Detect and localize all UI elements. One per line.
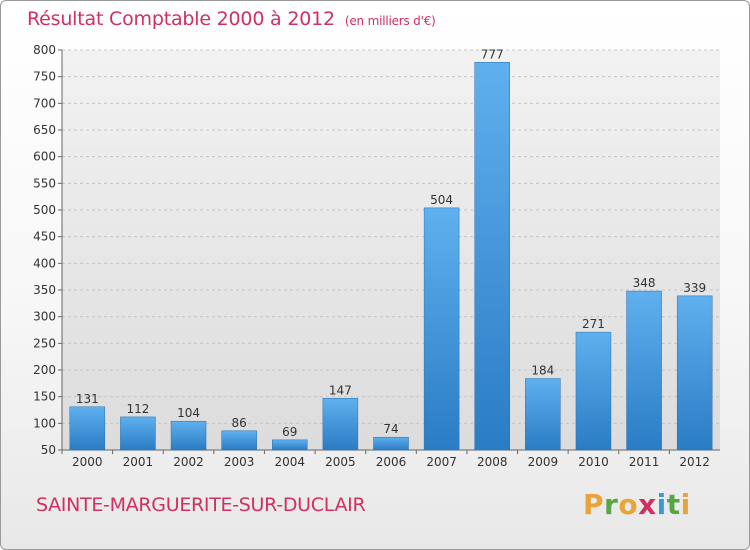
bar-value-label: 104 bbox=[177, 406, 200, 420]
bar-value-label: 69 bbox=[282, 425, 297, 439]
logo-letter: o bbox=[618, 488, 639, 521]
bar bbox=[474, 62, 510, 451]
y-tick-label: 750 bbox=[33, 70, 56, 84]
logo-letter: t bbox=[666, 488, 681, 521]
x-tick-label: 2004 bbox=[274, 455, 305, 469]
y-tick-label: 550 bbox=[33, 176, 56, 190]
chart-subtitle: (en milliers d'€) bbox=[344, 14, 436, 28]
x-tick-label: 2000 bbox=[72, 455, 103, 469]
y-tick-label: 400 bbox=[33, 256, 56, 270]
y-tick-label: 450 bbox=[33, 230, 56, 244]
bar-value-label: 86 bbox=[232, 416, 247, 430]
logo-letter: i bbox=[656, 488, 667, 521]
y-tick-label: 800 bbox=[33, 43, 56, 57]
bar bbox=[69, 406, 106, 451]
proxiti-logo: Proxiti bbox=[583, 488, 691, 521]
y-tick-label: 250 bbox=[33, 336, 56, 350]
place-name: SAINTE-MARGUERITE-SUR-DUCLAIR bbox=[36, 494, 366, 516]
bar bbox=[525, 378, 561, 451]
x-tick-label: 2006 bbox=[376, 455, 407, 469]
bar bbox=[272, 439, 308, 451]
x-tick-label: 2012 bbox=[679, 455, 710, 469]
bar-value-label: 184 bbox=[531, 364, 554, 378]
bar bbox=[170, 420, 207, 451]
bar-value-label: 74 bbox=[383, 422, 398, 436]
y-tick-label: 500 bbox=[33, 203, 56, 217]
x-tick-label: 2008 bbox=[477, 455, 508, 469]
y-tick-label: 350 bbox=[33, 283, 56, 297]
bar bbox=[676, 295, 713, 451]
x-tick-label: 2010 bbox=[578, 455, 609, 469]
bar bbox=[575, 331, 612, 451]
logo-letter: x bbox=[638, 488, 657, 521]
x-tick-label: 2001 bbox=[123, 455, 154, 469]
chart-title-text: Résultat Comptable 2000 à 2012 bbox=[27, 8, 335, 30]
y-tick-label: 200 bbox=[33, 363, 56, 377]
logo-letter: i bbox=[680, 488, 691, 521]
x-tick-label: 2007 bbox=[426, 455, 457, 469]
chart-title: Résultat Comptable 2000 à 2012 (en millie… bbox=[27, 8, 436, 30]
y-tick-label: 100 bbox=[33, 416, 56, 430]
logo-letter: P bbox=[583, 488, 605, 521]
bar-value-label: 777 bbox=[481, 47, 504, 61]
bar-value-label: 348 bbox=[633, 276, 656, 290]
bar-value-label: 504 bbox=[430, 193, 453, 207]
y-tick-label: 50 bbox=[41, 443, 56, 457]
bar bbox=[373, 436, 409, 451]
bar bbox=[423, 207, 460, 451]
bar-value-label: 147 bbox=[329, 383, 352, 397]
x-tick-label: 2009 bbox=[528, 455, 559, 469]
y-tick-label: 300 bbox=[33, 310, 56, 324]
bar bbox=[221, 430, 257, 451]
y-tick-label: 150 bbox=[33, 390, 56, 404]
bar-value-label: 339 bbox=[683, 281, 706, 295]
bar bbox=[322, 398, 359, 451]
x-tick-label: 2005 bbox=[325, 455, 356, 469]
y-tick-label: 600 bbox=[33, 150, 56, 164]
x-tick-label: 2003 bbox=[224, 455, 255, 469]
logo-letter: r bbox=[604, 488, 619, 521]
y-tick-label: 700 bbox=[33, 96, 56, 110]
x-tick-label: 2002 bbox=[173, 455, 204, 469]
bar bbox=[626, 290, 662, 451]
y-tick-label: 650 bbox=[33, 123, 56, 137]
bar-value-label: 131 bbox=[76, 392, 99, 406]
x-tick-label: 2011 bbox=[629, 455, 660, 469]
plot-area bbox=[62, 50, 720, 450]
bar-value-label: 112 bbox=[126, 402, 149, 416]
bar bbox=[120, 416, 156, 451]
bar-value-label: 271 bbox=[582, 317, 605, 331]
